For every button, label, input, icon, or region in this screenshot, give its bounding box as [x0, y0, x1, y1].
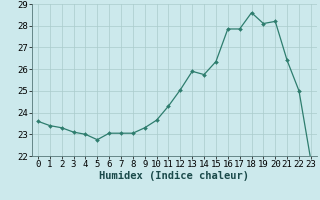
X-axis label: Humidex (Indice chaleur): Humidex (Indice chaleur)	[100, 171, 249, 181]
